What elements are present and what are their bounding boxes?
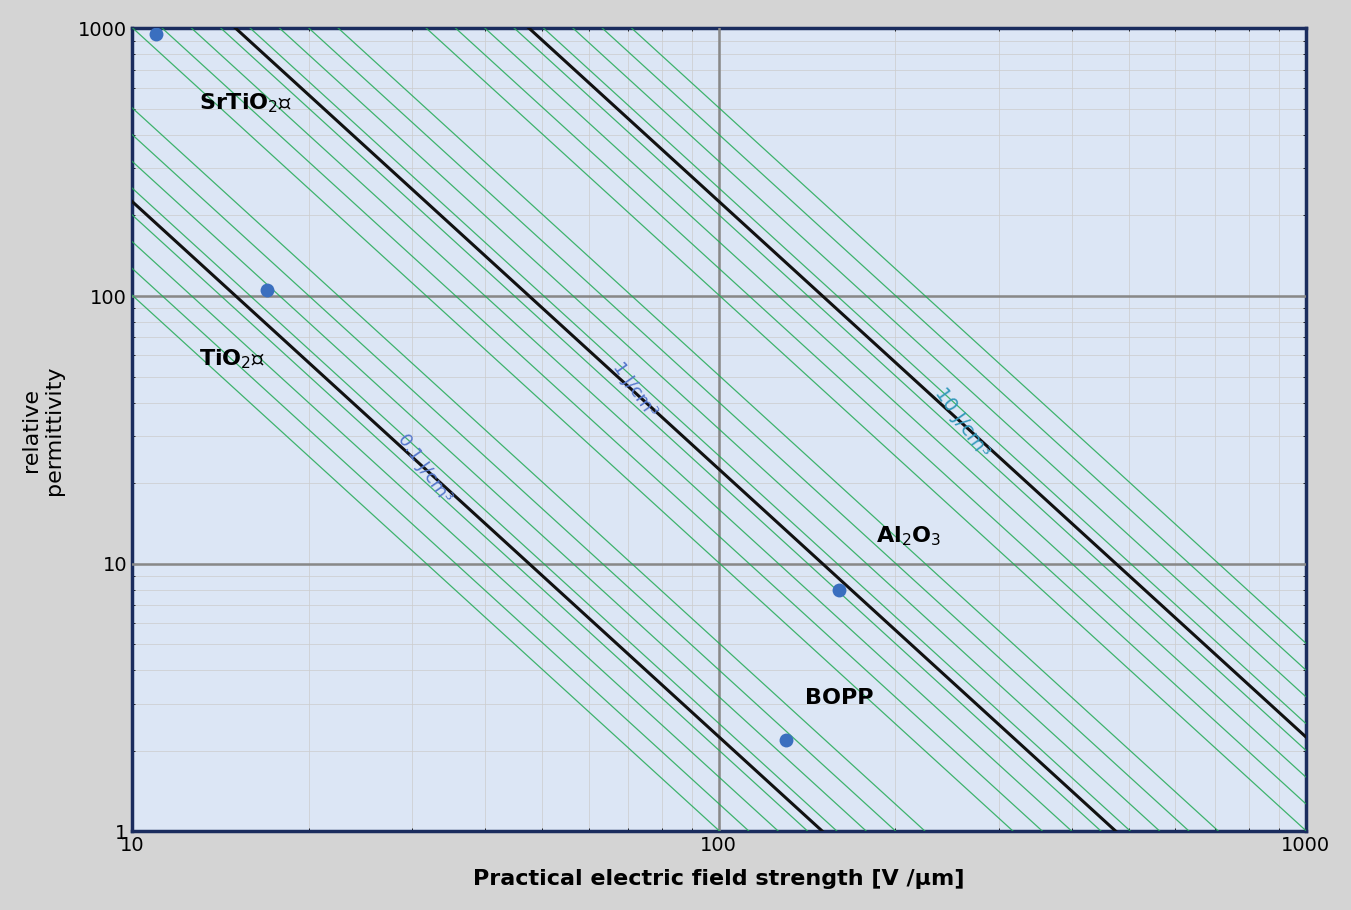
Text: Al$_2$O$_3$: Al$_2$O$_3$ <box>875 524 940 548</box>
Text: 10 J/cm³: 10 J/cm³ <box>931 384 993 461</box>
Y-axis label: relative
permittivity: relative permittivity <box>20 365 63 495</box>
X-axis label: Practical electric field strength [V /μm]: Practical electric field strength [V /μm… <box>473 869 965 889</box>
Text: 1 J/cm³: 1 J/cm³ <box>609 359 659 420</box>
Text: 0.1 J/cm³: 0.1 J/cm³ <box>394 430 455 506</box>
Text: SrTiO$_2$系: SrTiO$_2$系 <box>199 91 292 115</box>
Text: TiO$_2$系: TiO$_2$系 <box>199 348 265 371</box>
Text: BOPP: BOPP <box>804 688 873 708</box>
